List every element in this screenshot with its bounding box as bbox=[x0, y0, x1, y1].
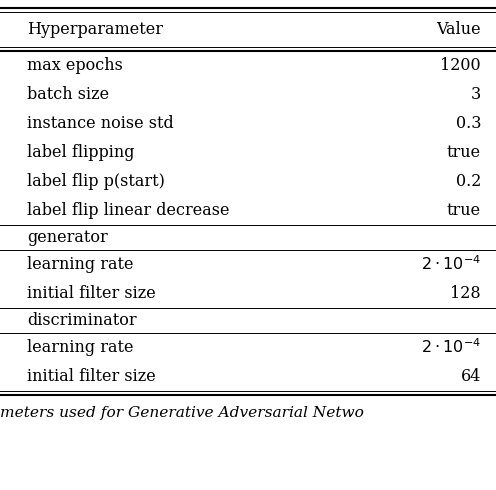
Text: $2 \cdot 10^{-4}$: $2 \cdot 10^{-4}$ bbox=[421, 338, 481, 357]
Text: 128: 128 bbox=[450, 285, 481, 302]
Text: label flip p(start): label flip p(start) bbox=[27, 173, 165, 190]
Text: max epochs: max epochs bbox=[27, 57, 123, 74]
Text: batch size: batch size bbox=[27, 86, 110, 103]
Text: 0.3: 0.3 bbox=[456, 115, 481, 132]
Text: initial filter size: initial filter size bbox=[27, 285, 156, 302]
Text: 0.2: 0.2 bbox=[456, 173, 481, 190]
Text: discriminator: discriminator bbox=[27, 312, 137, 329]
Text: 64: 64 bbox=[461, 368, 481, 385]
Text: true: true bbox=[447, 202, 481, 219]
Text: Hyperparameter: Hyperparameter bbox=[27, 21, 163, 38]
Text: $2 \cdot 10^{-4}$: $2 \cdot 10^{-4}$ bbox=[421, 255, 481, 274]
Text: 1200: 1200 bbox=[440, 57, 481, 74]
Text: true: true bbox=[447, 144, 481, 161]
Text: meters used for Generative Adversarial Netwo: meters used for Generative Adversarial N… bbox=[0, 406, 364, 420]
Text: 3: 3 bbox=[471, 86, 481, 103]
Text: generator: generator bbox=[27, 229, 108, 246]
Text: instance noise std: instance noise std bbox=[27, 115, 174, 132]
Text: Value: Value bbox=[436, 21, 481, 38]
Text: learning rate: learning rate bbox=[27, 339, 134, 356]
Text: label flipping: label flipping bbox=[27, 144, 135, 161]
Text: label flip linear decrease: label flip linear decrease bbox=[27, 202, 230, 219]
Text: learning rate: learning rate bbox=[27, 256, 134, 273]
Text: initial filter size: initial filter size bbox=[27, 368, 156, 385]
